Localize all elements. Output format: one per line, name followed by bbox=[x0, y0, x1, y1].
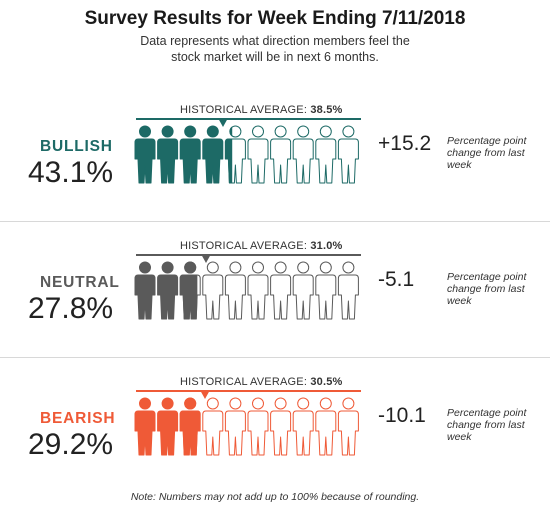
person-icon bbox=[270, 397, 292, 456]
person-icon bbox=[224, 125, 246, 184]
person-icon bbox=[157, 125, 179, 184]
person-icon bbox=[134, 261, 156, 320]
historical-average-prefix: HISTORICAL AVERAGE: bbox=[180, 240, 311, 252]
person-icon bbox=[292, 397, 314, 456]
pictograph bbox=[134, 125, 359, 184]
sentiment-label: NEUTRAL bbox=[40, 274, 120, 291]
person-icon bbox=[292, 261, 314, 320]
historical-average-label: HISTORICAL AVERAGE: 30.5% bbox=[180, 376, 343, 388]
pictograph bbox=[134, 261, 359, 320]
person-icon bbox=[224, 261, 246, 320]
person-icon bbox=[315, 261, 337, 320]
person-icon bbox=[247, 397, 269, 456]
person-icon bbox=[292, 125, 314, 184]
divider bbox=[0, 221, 550, 222]
person-icon bbox=[202, 125, 224, 184]
historical-average-prefix: HISTORICAL AVERAGE: bbox=[180, 104, 311, 116]
historical-average-value: 30.5% bbox=[310, 376, 343, 388]
historical-average-marker bbox=[200, 254, 211, 263]
panel-bearish: HISTORICAL AVERAGE: 30.5% BEARISH 29.2% -10… bbox=[0, 376, 550, 491]
weekly-change-note: Percentage point change from last week bbox=[447, 271, 527, 307]
historical-average-line bbox=[136, 118, 361, 120]
person-icon bbox=[157, 261, 179, 320]
panel-bullish: HISTORICAL AVERAGE: 38.5% BULLISH 43.1% +15… bbox=[0, 104, 550, 219]
footnote: Note: Numbers may not add up to 100% bec… bbox=[130, 491, 420, 503]
sentiment-label: BULLISH bbox=[40, 138, 113, 155]
person-icon bbox=[270, 125, 292, 184]
person-icon bbox=[202, 397, 224, 456]
person-icon bbox=[179, 125, 201, 184]
pictograph bbox=[134, 397, 359, 456]
historical-average-label: HISTORICAL AVERAGE: 31.0% bbox=[180, 240, 343, 252]
person-icon bbox=[247, 125, 269, 184]
person-icon bbox=[134, 397, 156, 456]
weekly-change-value: -5.1 bbox=[378, 268, 415, 291]
historical-average-prefix: HISTORICAL AVERAGE: bbox=[180, 376, 311, 388]
chart-subtitle: Data represents what direction members f… bbox=[140, 34, 410, 64]
historical-average-label: HISTORICAL AVERAGE: 38.5% bbox=[180, 104, 343, 116]
weekly-change-value: -10.1 bbox=[378, 404, 426, 427]
sentiment-label: BEARISH bbox=[40, 410, 116, 427]
sentiment-percentage: 43.1% bbox=[28, 156, 114, 189]
historical-average-value: 31.0% bbox=[310, 240, 343, 252]
person-icon bbox=[179, 397, 201, 456]
person-icon bbox=[337, 125, 359, 184]
person-icon bbox=[202, 261, 224, 320]
historical-average-value: 38.5% bbox=[310, 104, 343, 116]
divider bbox=[0, 357, 550, 358]
weekly-change-note: Percentage point change from last week bbox=[447, 135, 527, 171]
person-icon bbox=[179, 261, 201, 320]
person-icon bbox=[337, 397, 359, 456]
historical-average-line bbox=[136, 254, 361, 256]
person-icon bbox=[315, 125, 337, 184]
historical-average-marker bbox=[199, 390, 210, 399]
sentiment-percentage: 29.2% bbox=[28, 428, 114, 461]
person-icon bbox=[157, 397, 179, 456]
chart-title: Survey Results for Week Ending 7/11/2018 bbox=[84, 8, 466, 29]
person-icon bbox=[224, 397, 246, 456]
person-icon bbox=[270, 261, 292, 320]
person-icon bbox=[247, 261, 269, 320]
panel-neutral: HISTORICAL AVERAGE: 31.0% NEUTRAL 27.8% -5.… bbox=[0, 240, 550, 355]
person-icon-row bbox=[133, 396, 363, 465]
historical-average-line bbox=[136, 390, 361, 392]
weekly-change-note: Percentage point change from last week bbox=[447, 407, 527, 443]
person-icon bbox=[134, 125, 156, 184]
historical-average-marker bbox=[217, 118, 228, 127]
weekly-change-value: +15.2 bbox=[378, 132, 432, 155]
person-icon-row bbox=[133, 260, 363, 329]
person-icon-row bbox=[133, 124, 363, 193]
person-icon bbox=[315, 397, 337, 456]
sentiment-percentage: 27.8% bbox=[28, 292, 114, 325]
person-icon bbox=[337, 261, 359, 320]
